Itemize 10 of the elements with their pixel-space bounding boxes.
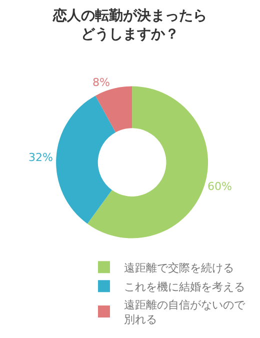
data-label: 32% — [28, 150, 53, 164]
legend-label: 遠距離で交際を続ける — [124, 261, 234, 274]
legend-label: 遠距離の自信がないので別れる — [124, 298, 246, 326]
data-label: 8% — [92, 76, 110, 90]
legend-label: これを機に結婚を考える — [124, 280, 245, 294]
donut-slice — [87, 86, 208, 238]
donut-slice — [95, 86, 132, 132]
donut-slice — [56, 96, 116, 224]
data-label: 60% — [208, 180, 232, 193]
chart-title: 恋人の転勤が決まったらどうしますか？ — [52, 7, 207, 42]
